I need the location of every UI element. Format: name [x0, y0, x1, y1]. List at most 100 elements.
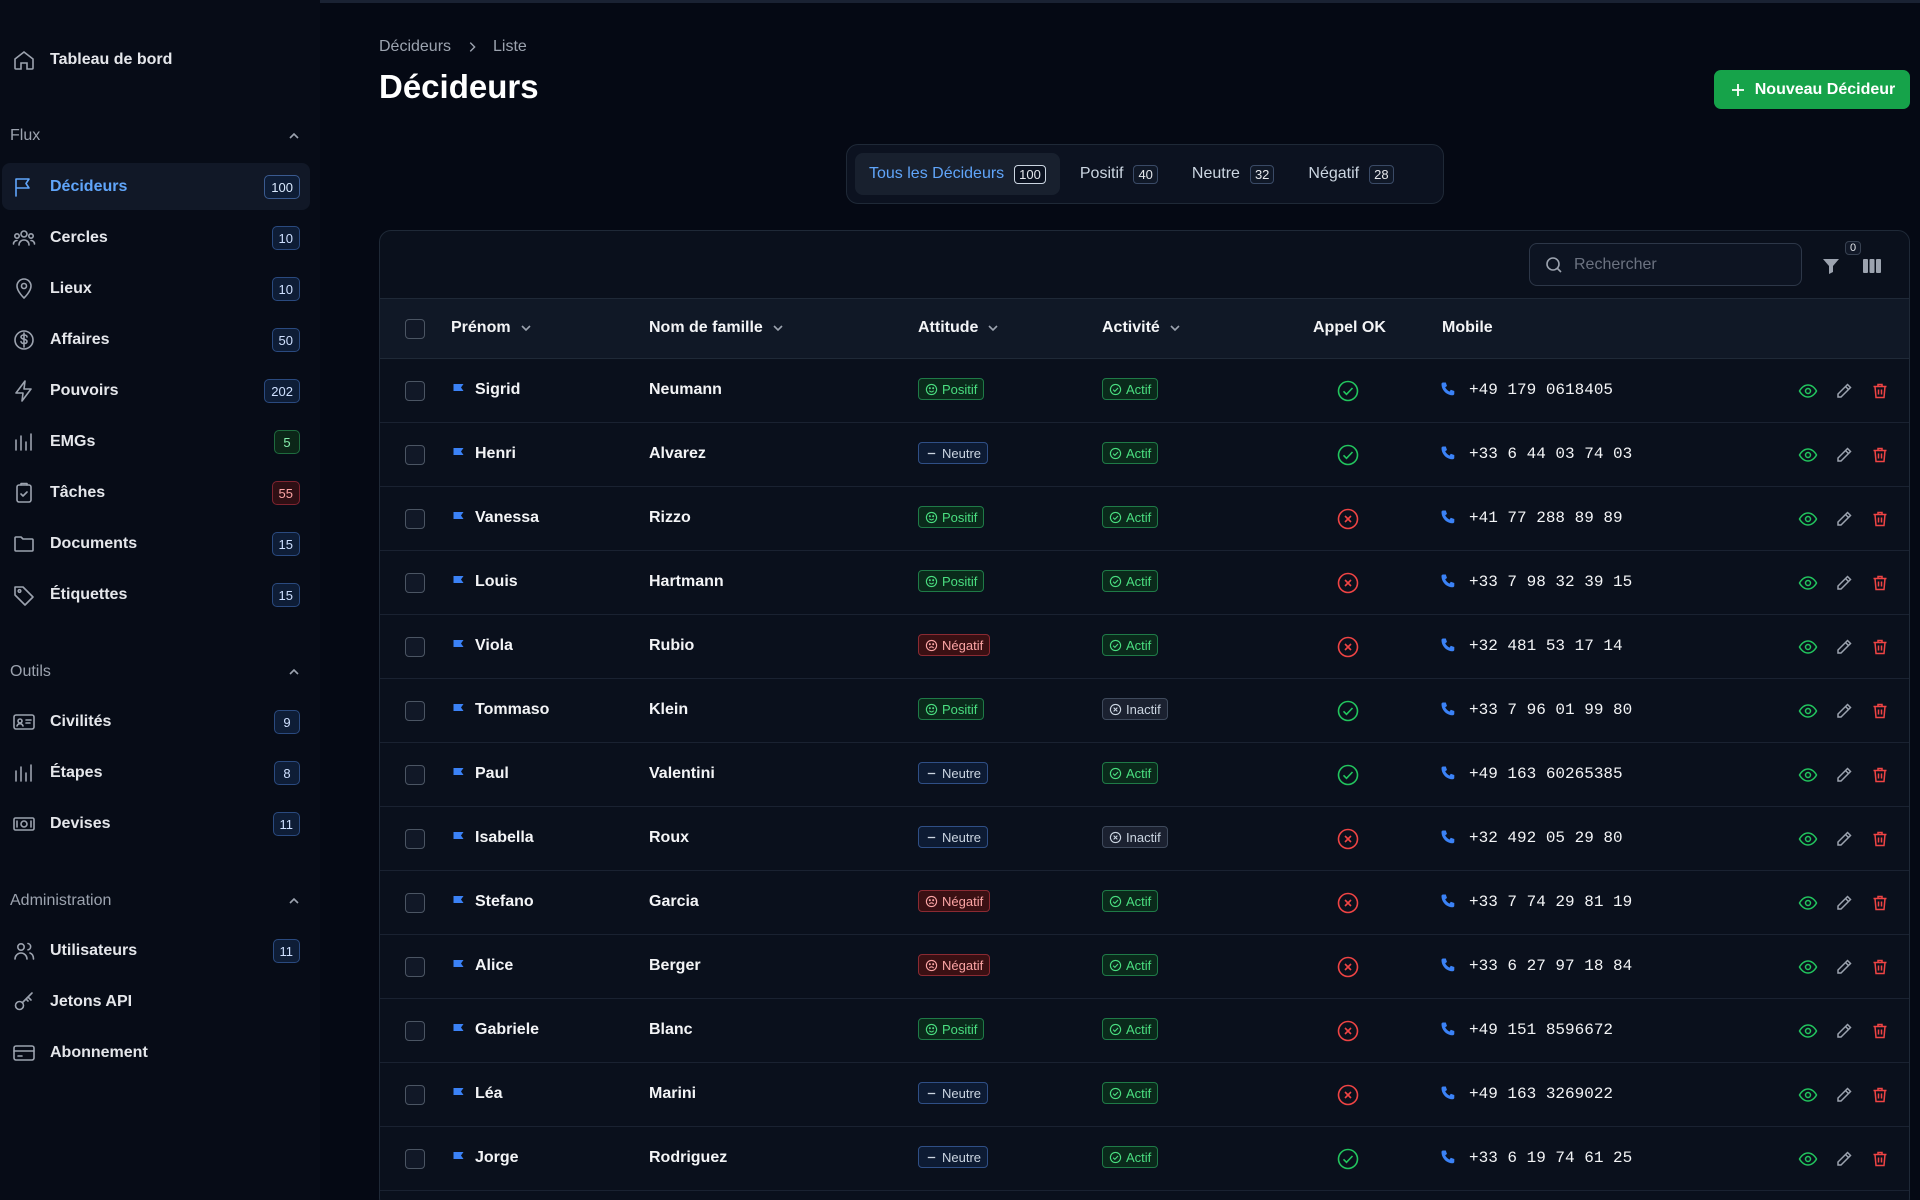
column-header-activity[interactable]: Activité	[1102, 319, 1182, 337]
sidebar-item-taches[interactable]: Tâches 55	[2, 469, 310, 516]
search-input[interactable]	[1574, 255, 1794, 274]
table-row[interactable]: Tommaso Klein Positif Inactif +33 7 96 01 99…	[380, 679, 1909, 743]
edit-pencil-icon[interactable]	[1834, 701, 1854, 721]
tab-1[interactable]: Positif 40	[1066, 153, 1172, 195]
eye-icon[interactable]	[1798, 829, 1818, 849]
trash-icon[interactable]	[1870, 701, 1890, 721]
eye-icon[interactable]	[1798, 1021, 1818, 1041]
column-header-first[interactable]: Prénom	[451, 319, 533, 337]
eye-icon[interactable]	[1798, 957, 1818, 977]
trash-icon[interactable]	[1870, 957, 1890, 977]
edit-pencil-icon[interactable]	[1834, 381, 1854, 401]
trash-icon[interactable]	[1870, 1021, 1890, 1041]
edit-pencil-icon[interactable]	[1834, 765, 1854, 785]
cell-mobile[interactable]: +33 7 96 01 99 80	[1439, 701, 1632, 719]
eye-icon[interactable]	[1798, 381, 1818, 401]
sidebar-item-dashboard[interactable]: Tableau de bord	[2, 36, 310, 83]
cell-mobile[interactable]: +41 77 288 89 89	[1439, 509, 1623, 527]
sidebar-item-affaires[interactable]: Affaires 50	[2, 316, 310, 363]
cell-mobile[interactable]: +33 7 98 32 39 15	[1439, 573, 1632, 591]
edit-pencil-icon[interactable]	[1834, 509, 1854, 529]
cell-mobile[interactable]: +33 7 74 29 81 19	[1439, 893, 1632, 911]
row-checkbox[interactable]	[405, 893, 425, 913]
select-all-checkbox[interactable]	[405, 319, 425, 339]
trash-icon[interactable]	[1870, 829, 1890, 849]
cell-mobile[interactable]: +33 6 19 74 61 25	[1439, 1149, 1632, 1167]
trash-icon[interactable]	[1870, 893, 1890, 913]
eye-icon[interactable]	[1798, 701, 1818, 721]
sidebar-item-cercles[interactable]: Cercles 10	[2, 214, 310, 261]
eye-icon[interactable]	[1798, 509, 1818, 529]
row-checkbox[interactable]	[405, 829, 425, 849]
edit-pencil-icon[interactable]	[1834, 637, 1854, 657]
sidebar-item-lieux[interactable]: Lieux 10	[2, 265, 310, 312]
tab-2[interactable]: Neutre 32	[1178, 153, 1289, 195]
table-row[interactable]: Gabriele Blanc Positif Actif +49 151 8596672	[380, 999, 1909, 1063]
row-checkbox[interactable]	[405, 1021, 425, 1041]
cell-mobile[interactable]: +49 163 3269022	[1439, 1085, 1613, 1103]
sidebar-item-documents[interactable]: Documents 15	[2, 520, 310, 567]
table-row[interactable]: Viola Rubio Négatif Actif +32 481 53 17 14	[380, 615, 1909, 679]
cell-mobile[interactable]: +49 151 8596672	[1439, 1021, 1613, 1039]
row-checkbox[interactable]	[405, 1085, 425, 1105]
eye-icon[interactable]	[1798, 765, 1818, 785]
table-row[interactable]: Stefano Garcia Négatif Actif +33 7 74 29 81 …	[380, 871, 1909, 935]
trash-icon[interactable]	[1870, 765, 1890, 785]
table-row[interactable]: Vanessa Rizzo Positif Actif +41 77 288 89 89	[380, 487, 1909, 551]
table-row[interactable]: Henri Alvarez Neutre Actif +33 6 44 03 74 03	[380, 423, 1909, 487]
cell-mobile[interactable]: +49 179 0618405	[1439, 381, 1613, 399]
row-checkbox[interactable]	[405, 445, 425, 465]
eye-icon[interactable]	[1798, 1149, 1818, 1169]
row-checkbox[interactable]	[405, 637, 425, 657]
row-checkbox[interactable]	[405, 765, 425, 785]
tab-3[interactable]: Négatif 28	[1294, 153, 1407, 195]
edit-pencil-icon[interactable]	[1834, 1021, 1854, 1041]
row-checkbox[interactable]	[405, 509, 425, 529]
section-flux[interactable]: Flux	[10, 127, 300, 145]
sidebar-item-etiquettes[interactable]: Étiquettes 15	[2, 571, 310, 618]
new-decideur-button[interactable]: Nouveau Décideur	[1714, 70, 1910, 109]
cell-mobile[interactable]: +49 163 60265385	[1439, 765, 1623, 783]
edit-pencil-icon[interactable]	[1834, 957, 1854, 977]
row-checkbox[interactable]	[405, 701, 425, 721]
trash-icon[interactable]	[1870, 445, 1890, 465]
row-checkbox[interactable]	[405, 1149, 425, 1169]
table-row[interactable]: Léa Marini Neutre Actif +49 163 3269022	[380, 1063, 1909, 1127]
eye-icon[interactable]	[1798, 1085, 1818, 1105]
sidebar-item-utilisateurs[interactable]: Utilisateurs 11	[2, 927, 310, 974]
row-checkbox[interactable]	[405, 573, 425, 593]
table-row[interactable]: Isabella Roux Neutre Inactif +32 492 05 29 8…	[380, 807, 1909, 871]
edit-pencil-icon[interactable]	[1834, 893, 1854, 913]
section-outils[interactable]: Outils	[10, 663, 300, 681]
table-row[interactable]: Paul Valentini Neutre Actif +49 163 60265385	[380, 743, 1909, 807]
table-row[interactable]: Sigrid Neumann Positif Actif +49 179 0618405	[380, 359, 1909, 423]
eye-icon[interactable]	[1798, 637, 1818, 657]
columns-icon[interactable]	[1861, 255, 1883, 277]
sidebar-item-etapes[interactable]: Étapes 8	[2, 749, 310, 796]
trash-icon[interactable]	[1870, 1149, 1890, 1169]
sidebar-item-abonnement[interactable]: Abonnement	[2, 1029, 310, 1076]
table-row[interactable]: Jorge Rodriguez Neutre Actif +33 6 19 74 61 …	[380, 1127, 1909, 1191]
sidebar-item-devises[interactable]: Devises 11	[2, 800, 310, 847]
breadcrumb-root[interactable]: Décideurs	[379, 38, 452, 55]
row-checkbox[interactable]	[405, 957, 425, 977]
eye-icon[interactable]	[1798, 893, 1818, 913]
sidebar-item-civilites[interactable]: Civilités 9	[2, 698, 310, 745]
trash-icon[interactable]	[1870, 509, 1890, 529]
filter-icon[interactable]	[1820, 255, 1842, 277]
tab-0[interactable]: Tous les Décideurs 100	[855, 153, 1060, 195]
sidebar-item-emgs[interactable]: EMGs 5	[2, 418, 310, 465]
edit-pencil-icon[interactable]	[1834, 1085, 1854, 1105]
cell-mobile[interactable]: +32 481 53 17 14	[1439, 637, 1623, 655]
trash-icon[interactable]	[1870, 1085, 1890, 1105]
sidebar-item-pouvoirs[interactable]: Pouvoirs 202	[2, 367, 310, 414]
cell-mobile[interactable]: +33 6 44 03 74 03	[1439, 445, 1632, 463]
cell-mobile[interactable]: +32 492 05 29 80	[1439, 829, 1623, 847]
table-row[interactable]: Alice Berger Négatif Actif +33 6 27 97 18 84	[380, 935, 1909, 999]
edit-pencil-icon[interactable]	[1834, 1149, 1854, 1169]
sidebar-item-decideurs[interactable]: Décideurs 100	[2, 163, 310, 210]
sidebar-item-jetons-api[interactable]: Jetons API	[2, 978, 310, 1025]
edit-pencil-icon[interactable]	[1834, 829, 1854, 849]
edit-pencil-icon[interactable]	[1834, 573, 1854, 593]
trash-icon[interactable]	[1870, 381, 1890, 401]
